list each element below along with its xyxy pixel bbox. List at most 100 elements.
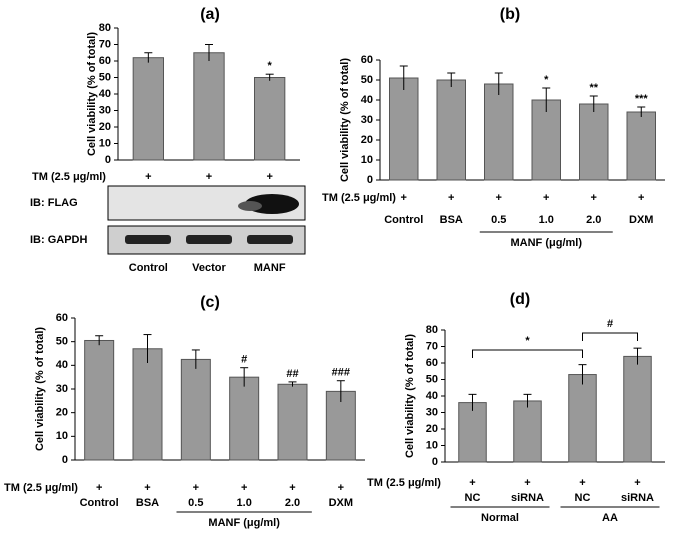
- x-tick-label: 2.0: [285, 497, 300, 509]
- treatment-mark: +: [496, 192, 502, 204]
- treatment-mark: +: [206, 171, 212, 183]
- group-label: MANF (μg/ml): [208, 517, 280, 529]
- y-tick-label: 10: [361, 154, 373, 166]
- y-tick-label: 30: [56, 383, 68, 395]
- y-tick-label: 20: [426, 423, 438, 435]
- bar: [180, 358, 211, 461]
- y-tick-label: 0: [62, 454, 68, 466]
- y-tick-label: 20: [361, 134, 373, 146]
- bar: [531, 99, 561, 181]
- treatment-mark: +: [579, 477, 585, 489]
- treatment-label: TM (2.5 μg/ml): [4, 482, 78, 494]
- x-tick-label: NC: [575, 492, 591, 504]
- comparison-label: *: [525, 335, 530, 347]
- bar: [325, 390, 356, 461]
- x-tick-label: 1.0: [237, 497, 252, 509]
- y-tick-label: 40: [426, 390, 438, 402]
- significance-label: #: [241, 354, 247, 366]
- y-tick-label: 60: [361, 54, 373, 66]
- y-tick-label: 60: [99, 55, 111, 67]
- blot: [107, 185, 306, 255]
- x-tick-label: Control: [384, 214, 423, 226]
- comparison-label: #: [607, 318, 613, 330]
- blot-label: IB: FLAG: [30, 197, 78, 209]
- blot-band: [186, 235, 232, 244]
- y-tick-label: 70: [426, 340, 438, 352]
- treatment-mark: +: [524, 477, 530, 489]
- treatment-mark: +: [241, 482, 247, 494]
- blot-band: [125, 235, 171, 244]
- y-axis-label: Cell viability (% of total): [86, 32, 98, 156]
- y-tick-label: 30: [426, 406, 438, 418]
- group-label: AA: [602, 512, 618, 524]
- treatment-label: TM (2.5 μg/ml): [367, 477, 441, 489]
- x-tick-label: MANF: [254, 262, 286, 274]
- treatment-mark: +: [448, 192, 454, 204]
- y-tick-label: 0: [105, 154, 111, 166]
- comparison-bracket: [472, 349, 583, 358]
- x-tick-label: Vector: [192, 262, 226, 274]
- treatment-mark: +: [634, 477, 640, 489]
- blot-band: [238, 201, 262, 211]
- x-tick-label: Control: [80, 497, 119, 509]
- bar: [484, 83, 514, 181]
- y-tick-label: 50: [361, 74, 373, 86]
- bar: [568, 374, 597, 463]
- y-tick-label: 10: [426, 439, 438, 451]
- y-tick-label: 50: [99, 71, 111, 83]
- blot-band: [247, 235, 293, 244]
- panel-title: (d): [510, 291, 530, 308]
- y-tick-label: 60: [56, 312, 68, 324]
- y-tick-label: 20: [56, 407, 68, 419]
- bar: [579, 103, 609, 181]
- blot-label: IB: GAPDH: [30, 234, 88, 246]
- x-tick-label: 0.5: [188, 497, 203, 509]
- bar: [277, 383, 308, 461]
- treatment-mark: +: [469, 477, 475, 489]
- x-tick-label: 2.0: [586, 214, 601, 226]
- y-tick-label: 80: [99, 22, 111, 34]
- x-tick-label: 1.0: [539, 214, 554, 226]
- x-tick-label: 0.5: [491, 214, 506, 226]
- y-tick-label: 10: [99, 137, 111, 149]
- bar: [229, 376, 260, 461]
- y-tick-label: 30: [99, 104, 111, 116]
- group-label: Normal: [481, 512, 519, 524]
- bar: [513, 400, 542, 463]
- y-axis-label: Cell viability (% of total): [404, 334, 416, 458]
- group-label: MANF (μg/ml): [511, 237, 583, 249]
- y-axis-label: Cell viability (% of total): [339, 58, 351, 182]
- x-tick-label: BSA: [440, 214, 463, 226]
- significance-label: ##: [286, 368, 298, 380]
- bar: [254, 77, 286, 161]
- bar: [84, 339, 115, 461]
- treatment-mark: +: [145, 171, 151, 183]
- treatment-mark: +: [401, 192, 407, 204]
- y-tick-label: 40: [361, 94, 373, 106]
- y-tick-label: 0: [432, 456, 438, 468]
- y-tick-label: 60: [426, 357, 438, 369]
- bar: [132, 57, 165, 161]
- treatment-mark: +: [338, 482, 344, 494]
- y-tick-label: 50: [426, 373, 438, 385]
- x-tick-label: NC: [465, 492, 481, 504]
- bar: [436, 79, 466, 181]
- bar: [132, 348, 163, 461]
- treatment-mark: +: [266, 171, 272, 183]
- y-tick-label: 70: [99, 38, 111, 50]
- panel-title: (c): [200, 294, 220, 311]
- bar: [626, 111, 656, 181]
- x-tick-label: Control: [129, 262, 168, 274]
- y-tick-label: 40: [99, 88, 111, 100]
- y-tick-label: 0: [367, 174, 373, 186]
- bar: [193, 52, 225, 161]
- x-tick-label: BSA: [136, 497, 159, 509]
- treatment-label: TM (2.5 μg/ml): [322, 192, 396, 204]
- treatment-mark: +: [638, 192, 644, 204]
- significance-label: ***: [635, 93, 649, 105]
- panel-title: (b): [500, 6, 520, 23]
- y-tick-label: 20: [99, 121, 111, 133]
- x-tick-label: siRNA: [511, 492, 544, 504]
